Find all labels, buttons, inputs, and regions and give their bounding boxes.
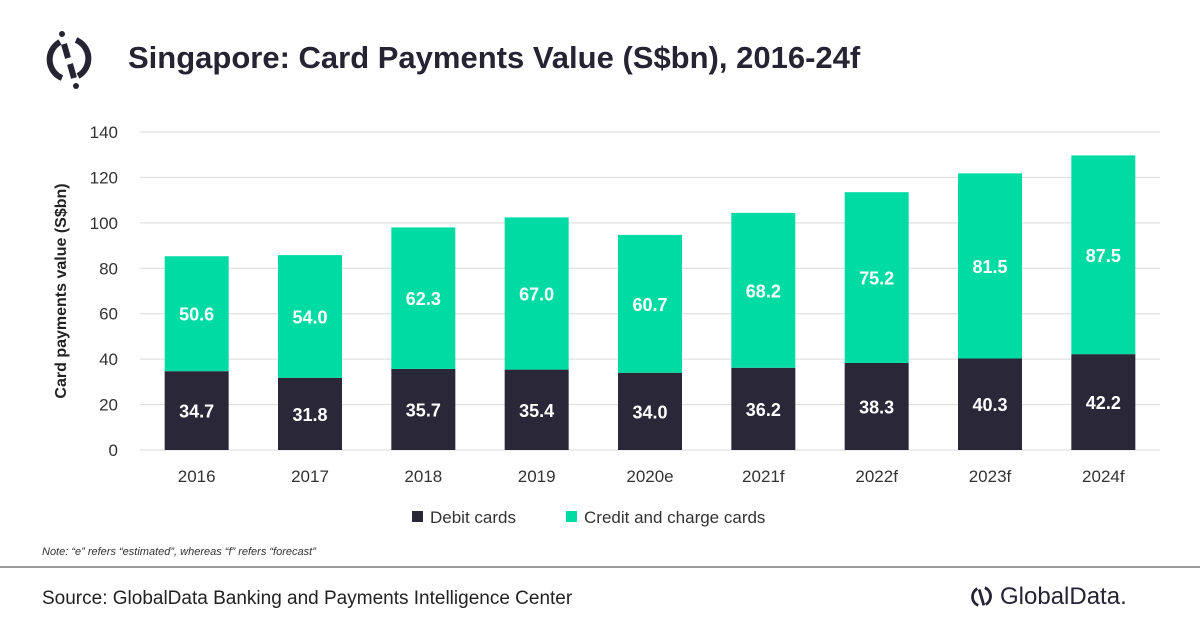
- y-tick-label: 80: [99, 259, 118, 278]
- data-label: 75.2: [859, 269, 894, 289]
- x-tick-label: 2020e: [626, 467, 673, 486]
- y-tick-label: 20: [99, 396, 118, 415]
- data-label: 35.7: [406, 400, 441, 420]
- bar-debit: [958, 358, 1022, 450]
- x-tick-label: 2018: [404, 467, 442, 486]
- legend-swatch: [412, 511, 423, 522]
- y-axis-label: Card payments value (S$bn): [53, 183, 70, 398]
- legend-label: Debit cards: [430, 508, 516, 527]
- x-tick-label: 2023f: [969, 467, 1012, 486]
- bar-credit: [278, 255, 342, 378]
- footnote: Note: “e” refers “estimated”, whereas “f…: [42, 546, 316, 558]
- divider: [0, 566, 1200, 568]
- y-tick-label: 100: [90, 214, 118, 233]
- y-tick-label: 40: [99, 350, 118, 369]
- data-label: 40.3: [972, 395, 1007, 415]
- data-label: 38.3: [859, 398, 894, 418]
- data-label: 67.0: [519, 284, 554, 304]
- x-tick-label: 2024f: [1082, 467, 1125, 486]
- bar-credit: [391, 227, 456, 369]
- legend-label: Credit and charge cards: [584, 508, 765, 527]
- bar-credit: [958, 173, 1022, 359]
- data-label: 54.0: [292, 307, 327, 327]
- bar-credit: [164, 256, 229, 372]
- y-tick-label: 60: [99, 305, 118, 324]
- y-tick-label: 0: [109, 441, 118, 460]
- data-label: 34.7: [179, 402, 214, 422]
- stacked-bar-chart: 0 20 40 60 80 100 120 140 Card payments value (S…: [53, 123, 1160, 527]
- data-label: 36.2: [746, 400, 781, 420]
- bar-debit: [164, 371, 229, 450]
- bar-debit: [844, 363, 909, 450]
- brand-logo: GlobalData.: [968, 580, 1127, 614]
- y-tick-label: 140: [90, 123, 118, 142]
- globaldata-logo-icon: [971, 586, 992, 607]
- x-tick-label: 2022f: [855, 467, 898, 486]
- data-label: 34.0: [632, 402, 667, 422]
- bar-credit: [731, 212, 796, 368]
- globaldata-logo-icon: [46, 31, 92, 89]
- chart-title: Singapore: Card Payments Value (S$bn), 2…: [128, 40, 861, 75]
- data-label: 35.4: [519, 401, 554, 421]
- data-label: 87.5: [1086, 246, 1121, 266]
- bar-debit: [504, 369, 569, 450]
- x-tick-label: 2019: [518, 467, 556, 486]
- data-label: 68.2: [746, 281, 781, 301]
- data-label: 31.8: [292, 405, 327, 425]
- data-label: 50.6: [179, 305, 214, 325]
- x-tick-label: 2021f: [742, 467, 785, 486]
- x-tick-label: 2016: [178, 467, 216, 486]
- bar-debit: [618, 372, 682, 450]
- data-label: 81.5: [972, 257, 1007, 277]
- data-label: 60.7: [632, 295, 667, 315]
- bar-credit: [1071, 155, 1136, 355]
- bar-credit: [618, 234, 682, 373]
- brand-name: GlobalData.: [1000, 583, 1127, 610]
- source-text: Source: GlobalData Banking and Payments …: [42, 588, 573, 609]
- bar-debit: [391, 368, 456, 450]
- bar-debit: [278, 377, 342, 450]
- legend-swatch: [566, 511, 577, 522]
- bar-credit: [504, 217, 569, 370]
- data-label: 42.2: [1086, 393, 1121, 413]
- bar-debit: [1071, 354, 1136, 450]
- x-tick-label: 2017: [291, 467, 329, 486]
- bar-debit: [731, 367, 796, 450]
- bar-credit: [844, 192, 909, 364]
- y-tick-label: 120: [90, 168, 118, 187]
- data-label: 62.3: [406, 289, 441, 309]
